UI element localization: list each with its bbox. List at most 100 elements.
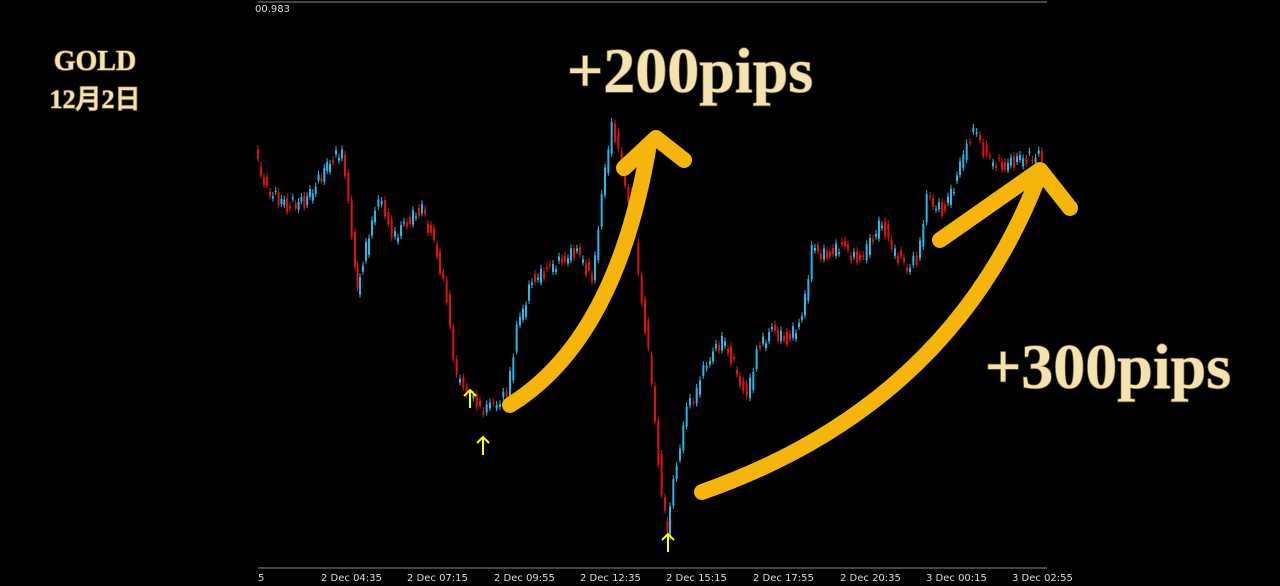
candle-body [938,202,940,210]
candle-body [266,177,268,186]
candle-body [829,252,831,257]
entry-markers [463,388,675,552]
candle-body [387,212,390,225]
candle-body [306,196,309,205]
candle-body [512,357,515,381]
candle-body [412,210,414,225]
candle-body [650,355,653,385]
marker [463,388,477,408]
candle-body [263,177,265,185]
candle-body [969,141,971,144]
candle-body [409,217,411,225]
candle-body [752,371,755,390]
candle-body [430,224,432,233]
candle-body [998,157,1000,160]
candle-body [309,189,311,197]
candle-body [989,155,991,158]
candle-body [712,351,714,362]
x-tick-label: 2 Dec 09:55 [494,573,555,584]
candle-body [1037,150,1040,154]
candle-body [878,220,880,239]
candle-body [869,238,871,255]
candle-body [332,159,334,164]
candle-body [695,387,698,404]
candle-body [912,255,915,265]
candle-body [835,243,837,256]
candle-body [685,406,688,427]
candle-body [762,336,764,344]
candle-body [317,174,320,181]
candle-body [774,324,776,331]
candle-body [765,343,767,349]
candle-body [903,257,905,262]
candle-body [588,262,590,270]
candle-body [702,365,705,376]
candle-body [647,320,650,349]
candle-body [479,400,481,407]
candle-body [872,238,874,243]
candle-body [810,244,813,280]
candle-body [985,144,988,156]
candle-body [672,479,675,506]
candle-body [326,162,329,172]
candle-body [617,131,620,149]
candle-body [558,256,560,261]
candle-body [314,186,317,195]
x-tick-label: 2 Dec 20:35 [840,573,901,584]
candle-body [421,204,423,214]
candle-body [475,394,478,408]
candle-body [415,216,417,219]
candle-body [972,127,975,132]
candle-body [424,209,426,214]
candle-body [730,346,732,364]
candle-body [640,274,643,304]
candle-body [900,250,902,257]
candle-body [804,293,806,316]
candle-body [489,402,491,409]
candle-body [859,254,861,260]
candle-body [637,242,640,274]
candle-body [965,143,968,161]
candle-body [350,199,353,237]
candle-body [660,454,663,496]
candle-body [582,259,584,263]
candle-body [311,193,314,201]
candle-body [552,264,554,272]
x-axis: 5 2 Dec 04:35 2 Dec 07:15 2 Dec 09:55 2 Dec … [258,573,1073,584]
x-tick-label: 2 Dec 04:35 [321,573,382,584]
candle-body [289,206,291,209]
candle-body [502,391,505,398]
candle-body [540,268,542,283]
candle-body [495,404,498,409]
candle-body [807,279,810,301]
candle-body [472,394,475,399]
candle-body [534,274,536,283]
candle-body [733,356,735,360]
candle-body [826,250,828,258]
candle-body [260,166,262,176]
candle-body [759,345,761,349]
candle-body [499,404,501,407]
candle-body [257,149,259,160]
candle-body [449,294,451,327]
candle-body [567,258,569,264]
candle-body [771,327,773,330]
candle-body [862,254,865,258]
candle-body [925,194,928,223]
candle-body [962,154,965,169]
candle-body [515,324,518,352]
candle-body [801,316,803,320]
candle-body [436,244,438,257]
candle-body [459,378,461,383]
candle-body [564,255,566,262]
candle-body [585,263,587,275]
candle-body [354,231,356,267]
candle-body [452,327,455,360]
candle-body [614,123,616,142]
candle-body [959,161,961,176]
candle-body [875,233,877,237]
candle-body [1013,156,1015,168]
candle-body [865,244,868,261]
candle-body [604,167,606,196]
candle-body [975,132,978,134]
